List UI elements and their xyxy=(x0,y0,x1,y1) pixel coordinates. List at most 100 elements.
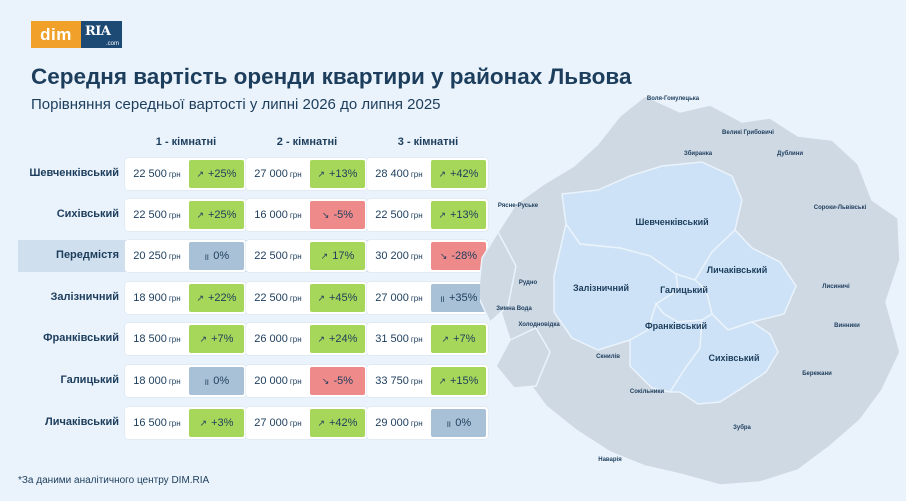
map-label-district: Франківський xyxy=(645,321,707,331)
map-label-place: Рудно xyxy=(519,280,538,286)
price-value: 22 500 грн xyxy=(246,240,310,272)
price-number: 20 000 xyxy=(254,375,288,387)
price-number: 22 500 xyxy=(133,209,167,221)
currency-label: грн xyxy=(168,418,181,428)
price-value: 29 000 грн xyxy=(367,407,431,439)
currency-label: грн xyxy=(168,210,181,220)
map-label-place: Бережани xyxy=(802,371,832,377)
price-number: 22 500 xyxy=(254,250,288,262)
table-cell: 20 250 грн ॥ 0% xyxy=(125,240,246,272)
price-value: 27 000 грн xyxy=(246,407,310,439)
map-region-left-lower xyxy=(495,327,551,389)
change-badge: ↗ 17% xyxy=(309,242,365,270)
change-percent: -28% xyxy=(451,250,478,262)
table-cell: 22 500 грн ↗ +13% xyxy=(367,199,488,231)
map-label-place: Сороки-Львівські xyxy=(814,205,867,211)
map-region-left xyxy=(480,230,517,324)
map-label-district: Галицький xyxy=(660,285,708,295)
change-percent: +13% xyxy=(450,209,479,221)
change-badge: ↗ +42% xyxy=(430,160,486,188)
arrow-up-icon: ↗ xyxy=(317,417,325,428)
price-value: 30 200 грн xyxy=(367,240,431,272)
map-label-district: Шевченківський xyxy=(635,217,708,227)
price-number: 18 900 xyxy=(133,292,167,304)
table-cell: 27 000 грн ↗ +42% xyxy=(246,407,367,439)
district-label: Залізничний xyxy=(50,291,119,303)
price-value: 33 750 грн xyxy=(367,365,431,397)
map-label-place: Великі Грибовичі xyxy=(722,129,774,136)
map-label-place: Наварія xyxy=(598,457,622,463)
arrow-up-icon: ↗ xyxy=(196,209,204,220)
change-percent: +24% xyxy=(329,333,358,345)
pause-icon: ॥ xyxy=(203,376,210,387)
price-number: 27 000 xyxy=(375,292,409,304)
change-percent: -5% xyxy=(333,209,354,221)
column-header: 2 - кімнатні xyxy=(276,136,338,148)
price-number: 26 000 xyxy=(254,333,288,345)
district-label: Передмістя xyxy=(56,249,119,261)
table-cell: 22 500 грн ↗ +45% xyxy=(246,282,367,314)
table-cell: 18 900 грн ↗ +22% xyxy=(125,282,246,314)
arrow-up-icon: ↗ xyxy=(438,375,446,386)
price-value: 22 500 грн xyxy=(367,199,431,231)
change-percent: +42% xyxy=(329,417,358,429)
map-district-sykhivskyi xyxy=(668,313,779,405)
change-badge: ॥ 0% xyxy=(188,367,244,395)
map-label-place: Рясне-Руське xyxy=(498,203,539,209)
price-value: 16 500 грн xyxy=(125,407,189,439)
currency-label: грн xyxy=(289,210,302,220)
change-badge: ↗ +13% xyxy=(430,201,486,229)
price-number: 22 500 xyxy=(254,292,288,304)
table-cell: 18 000 грн ॥ 0% xyxy=(125,365,246,397)
change-badge: ↗ +3% xyxy=(188,409,244,437)
table-cell: 31 500 грн ↗ +7% xyxy=(367,323,488,355)
arrow-up-icon: ↗ xyxy=(196,168,204,179)
chart-title: Середня вартість оренди квартири у район… xyxy=(31,64,632,89)
map-label-place: Зимна Вода xyxy=(496,306,532,312)
arrow-up-icon: ↗ xyxy=(199,417,208,428)
currency-label: грн xyxy=(168,334,181,344)
price-number: 30 200 xyxy=(375,250,409,262)
price-number: 33 750 xyxy=(375,375,409,387)
price-value: 31 500 грн xyxy=(367,323,431,355)
table-cell: 22 500 грн ↗ +25% xyxy=(125,158,246,190)
pause-icon: ॥ xyxy=(203,251,210,262)
arrow-up-icon: ↗ xyxy=(441,333,450,344)
change-badge: ↘ -28% xyxy=(430,242,486,270)
map-label-place: Воля-Гомулецька xyxy=(647,96,700,102)
price-value: 22 500 грн xyxy=(125,158,189,190)
map-label-place: Холодновідка xyxy=(518,322,560,328)
change-percent: +15% xyxy=(450,375,479,387)
table-cell: 29 000 грн ॥ 0% xyxy=(367,407,488,439)
logo-ria-domain: .com xyxy=(105,41,119,47)
change-badge: ↗ +24% xyxy=(309,325,365,353)
price-number: 16 000 xyxy=(254,209,288,221)
change-percent: +3% xyxy=(211,417,234,429)
change-percent: 0% xyxy=(213,375,230,387)
change-badge: ↗ +22% xyxy=(188,284,244,312)
table-cell: 16 000 грн ↘ -5% xyxy=(246,199,367,231)
currency-label: грн xyxy=(410,334,423,344)
change-badge: ↗ +45% xyxy=(309,284,365,312)
price-number: 22 500 xyxy=(375,209,409,221)
price-value: 20 000 грн xyxy=(246,365,310,397)
map-label-place: Сокільники xyxy=(630,389,664,395)
table-cell: 33 750 грн ↗ +15% xyxy=(367,365,488,397)
currency-label: грн xyxy=(410,169,423,179)
change-badge: ↗ +7% xyxy=(188,325,244,353)
price-value: 16 000 грн xyxy=(246,199,310,231)
price-value: 22 500 грн xyxy=(125,199,189,231)
table-cell: 26 000 грн ↗ +24% xyxy=(246,323,367,355)
arrow-up-icon: ↗ xyxy=(196,292,204,303)
price-value: 20 250 грн xyxy=(125,240,189,272)
currency-label: грн xyxy=(410,376,423,386)
change-badge: ↘ -5% xyxy=(309,367,365,395)
price-value: 26 000 грн xyxy=(246,323,310,355)
change-percent: +7% xyxy=(211,333,234,345)
price-number: 27 000 xyxy=(254,168,288,180)
change-percent: +22% xyxy=(208,292,237,304)
change-badge: ॥ 0% xyxy=(430,409,486,437)
price-value: 28 400 грн xyxy=(367,158,431,190)
map-label-place: Дублини xyxy=(777,150,803,157)
currency-label: грн xyxy=(289,376,302,386)
